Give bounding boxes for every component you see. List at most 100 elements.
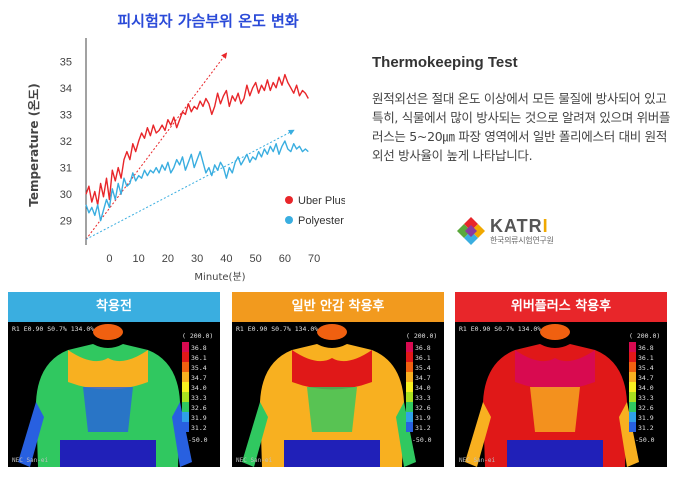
- legend-marker-polyester: [285, 216, 293, 224]
- y-axis-ticks: 29 30 31 32 33 34 35: [60, 56, 72, 227]
- thermal-scale-cell: [406, 342, 413, 352]
- katri-name: KATRI: [490, 215, 549, 236]
- x-axis-ticks: 0 10 20 30 40 50 60 70: [106, 253, 320, 265]
- thermal-panel-uber-plus: 위버플러스 착용후 R1 E0.90 S0.7% 134.0% 36.8 36.1 3…: [455, 292, 667, 467]
- x-tick-label: 30: [191, 253, 203, 265]
- thermal-scale-cell: [629, 352, 636, 362]
- thermal-scale-bottom: -50.0: [635, 436, 655, 444]
- thermal-scale-value: 31.2: [191, 424, 207, 432]
- thermal-left-arm: [242, 402, 268, 467]
- test-title: Thermokeeping Test: [372, 54, 518, 71]
- x-tick-label: 60: [279, 253, 291, 265]
- thermal-neck: [540, 324, 570, 340]
- thermal-footer-text: NEC San-ei: [236, 457, 273, 464]
- katri-emblem-icon: [457, 217, 485, 245]
- thermal-scale-cell: [406, 372, 413, 382]
- thermal-scale-cell: [629, 372, 636, 382]
- series-line-uber-plus: [85, 73, 309, 206]
- thermal-right-arm: [619, 402, 639, 467]
- thermal-scale-cell: [629, 342, 636, 352]
- y-tick-label: 29: [60, 216, 72, 228]
- x-tick-label: 50: [250, 253, 262, 265]
- thermal-chest: [515, 350, 595, 390]
- x-tick-label: 10: [133, 253, 145, 265]
- thermal-right-arm: [172, 402, 192, 467]
- thermal-scale-cell: [406, 412, 413, 422]
- legend-marker-uber-plus: [285, 196, 293, 204]
- thermal-scale-value: 35.4: [415, 364, 431, 372]
- trend-lines: [85, 52, 295, 240]
- y-tick-label: 34: [60, 83, 72, 95]
- thermal-scale-top: ( 200.0): [629, 332, 660, 340]
- thermal-scale-value: 36.8: [191, 344, 207, 352]
- thermal-scale-bottom: -50.0: [412, 436, 432, 444]
- katri-logo: KATRI 한국의류시험연구원: [456, 216, 554, 246]
- legend-label-uber-plus: Uber Plus: [298, 195, 345, 207]
- thermal-scale-cell: [182, 362, 189, 372]
- thermal-scale-value: 31.9: [191, 414, 207, 422]
- thermal-left-arm: [18, 402, 44, 467]
- thermal-scale-cell: [406, 392, 413, 402]
- thermal-left-arm: [465, 402, 491, 467]
- thermal-scale-value: 33.3: [191, 394, 207, 402]
- y-tick-label: 32: [60, 136, 72, 148]
- chart-title: 피시험자 가슴부위 온도 변화: [117, 12, 299, 30]
- thermal-footer-text: NEC San-ei: [12, 457, 49, 464]
- thermal-scale-value: 36.1: [191, 354, 207, 362]
- thermal-scale-cell: [406, 382, 413, 392]
- thermal-scale-cell: [182, 342, 189, 352]
- thermal-scale-value: 32.6: [638, 404, 654, 412]
- thermal-scale-value: 35.4: [638, 364, 654, 372]
- thermal-scale-cell: [182, 402, 189, 412]
- thermal-scale-value: 34.7: [415, 374, 431, 382]
- thermal-scale-cell: [406, 352, 413, 362]
- thermal-right-arm: [396, 402, 416, 467]
- thermal-panel-header: 일반 안감 착용후: [232, 292, 444, 322]
- thermal-scale-cell: [629, 422, 636, 432]
- y-tick-label: 31: [60, 163, 72, 175]
- thermal-scale-cell: [182, 382, 189, 392]
- thermal-scale-value: 31.9: [415, 414, 431, 422]
- thermal-scale-cell: [629, 392, 636, 402]
- thermal-scale-top: ( 200.0): [406, 332, 437, 340]
- thermal-scale-value: 36.1: [415, 354, 431, 362]
- y-tick-label: 33: [60, 109, 72, 121]
- thermal-chest: [292, 350, 372, 390]
- thermal-scale-value: 36.1: [638, 354, 654, 362]
- thermal-header-text: R1 E0.90 S0.7% 134.0%: [459, 325, 541, 333]
- x-axis-label: Minute(분): [194, 271, 245, 283]
- thermal-scale-value: 36.8: [638, 344, 654, 352]
- thermal-scale-value: 31.9: [638, 414, 654, 422]
- thermal-scale-value: 32.6: [191, 404, 207, 412]
- thermal-scale-cell: [629, 382, 636, 392]
- thermal-scale-value: 34.0: [191, 384, 207, 392]
- thermal-scale-top: ( 200.0): [182, 332, 213, 340]
- katri-subtitle: 한국의류시험연구원: [490, 235, 554, 245]
- thermal-chest: [68, 350, 148, 390]
- x-tick-label: 0: [106, 253, 112, 265]
- thermal-waist: [60, 440, 156, 467]
- thermal-neck: [317, 324, 347, 340]
- thermal-scale-cell: [182, 372, 189, 382]
- thermal-header-text: R1 E0.90 S0.7% 134.0%: [12, 325, 94, 333]
- thermal-abdomen: [530, 387, 580, 432]
- thermal-scale-cell: [182, 422, 189, 432]
- thermal-panel-header: 착용전: [8, 292, 220, 322]
- thermal-scale-cell: [406, 362, 413, 372]
- thermal-scale-cell: [182, 392, 189, 402]
- y-tick-label: 30: [60, 189, 72, 201]
- thermal-scale-cell: [406, 402, 413, 412]
- thermal-image-normal-lining: R1 E0.90 S0.7% 134.0% 36.8 36.1 35.4 34.7 34.…: [232, 322, 444, 467]
- thermal-abdomen: [307, 387, 357, 432]
- y-tick-label: 35: [60, 56, 72, 68]
- thermal-scale-bottom: -50.0: [188, 436, 208, 444]
- thermal-scale-value: 34.0: [638, 384, 654, 392]
- thermal-waist: [284, 440, 380, 467]
- thermal-scale-cell: [406, 422, 413, 432]
- thermal-scale-value: 33.3: [415, 394, 431, 402]
- thermal-scale-cell: [629, 412, 636, 422]
- test-description: 원적외선은 절대 온도 이상에서 모든 물질에 방사되어 있고 특히, 식물에서…: [372, 91, 671, 163]
- thermal-scale-value: 31.2: [638, 424, 654, 432]
- x-tick-label: 70: [308, 253, 320, 265]
- thermal-scale-cell: [629, 402, 636, 412]
